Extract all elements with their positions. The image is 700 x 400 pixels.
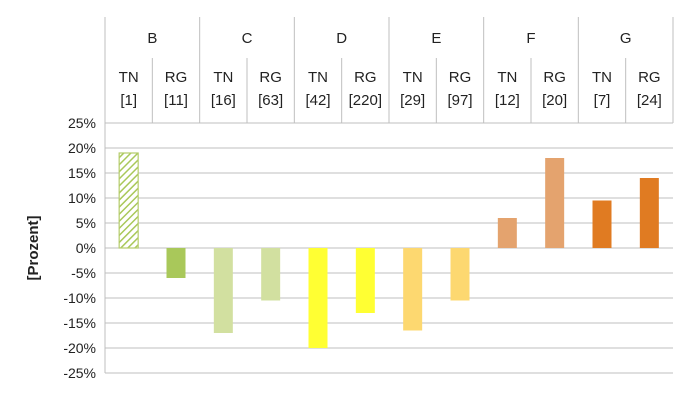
bar-count-label: [16]: [211, 92, 236, 109]
bar-g-tn: [592, 200, 612, 248]
y-axis-label: [Prozent]: [25, 216, 42, 281]
category-label: E: [431, 30, 441, 47]
bar-count-label: [11]: [164, 92, 188, 109]
grid-lines: [105, 122, 673, 374]
bar-label: RG: [165, 69, 188, 86]
bar-label: RG: [543, 69, 566, 86]
bar-count-label: [220]: [349, 92, 382, 109]
y-tick-label: -15%: [63, 315, 96, 331]
bar-g-rg: [639, 178, 659, 248]
bar-label: TN: [497, 69, 517, 86]
y-axis: 25% 20% 15% 10% 5% 0% -5% -10% -15% -20% -25%: [63, 115, 106, 381]
bar-c-rg: [261, 248, 281, 301]
category-label: C: [242, 30, 253, 47]
category-label: D: [336, 30, 347, 47]
bar-count-label: [97]: [447, 92, 472, 109]
category-label: G: [620, 30, 632, 47]
y-tick-label: -5%: [71, 265, 96, 281]
bar-b-tn: [118, 152, 139, 249]
bar-count-label: [63]: [258, 92, 283, 109]
bar-d-rg: [355, 248, 375, 313]
y-tick-label: 20%: [68, 140, 96, 156]
y-tick-label: -10%: [63, 290, 96, 306]
bar-label: TN: [592, 69, 612, 86]
bar-count-label: [42]: [305, 92, 330, 109]
bar-f-rg: [545, 158, 565, 248]
bar-count-label: [1]: [120, 92, 137, 109]
bar-f-tn: [497, 218, 517, 248]
y-tick-label: -20%: [63, 340, 96, 356]
bar-label: TN: [213, 69, 233, 86]
bar-d-tn: [308, 248, 328, 348]
y-tick-label: 0%: [76, 240, 96, 256]
bar-e-rg: [450, 248, 470, 301]
bar-label: TN: [403, 69, 423, 86]
bar-count-label: [29]: [400, 92, 425, 109]
bar-label: RG: [259, 69, 282, 86]
category-label: B: [147, 30, 157, 47]
bar-c-tn: [213, 248, 233, 333]
y-tick-label: 25%: [68, 115, 96, 131]
bar-count-label: [12]: [495, 92, 520, 109]
bar-count-label: [7]: [594, 92, 611, 109]
bar-label: RG: [354, 69, 377, 86]
bar-label: TN: [119, 69, 139, 86]
bar-e-tn: [403, 248, 423, 331]
y-tick-label: 15%: [68, 165, 96, 181]
bar-label: RG: [638, 69, 661, 86]
bar-label: RG: [449, 69, 472, 86]
bar-count-label: [20]: [542, 92, 567, 109]
bar-b-rg: [166, 248, 186, 278]
bars: [118, 152, 659, 348]
y-tick-label: -25%: [63, 365, 96, 381]
category-header: B TN [1] RG [11] C TN [16] RG [63] D TN [42] RG [220] E…: [104, 17, 674, 123]
y-tick-label: 5%: [76, 215, 96, 231]
category-label: F: [526, 30, 535, 47]
y-tick-label: 10%: [68, 190, 96, 206]
bar-count-label: [24]: [637, 92, 662, 109]
bar-label: TN: [308, 69, 328, 86]
